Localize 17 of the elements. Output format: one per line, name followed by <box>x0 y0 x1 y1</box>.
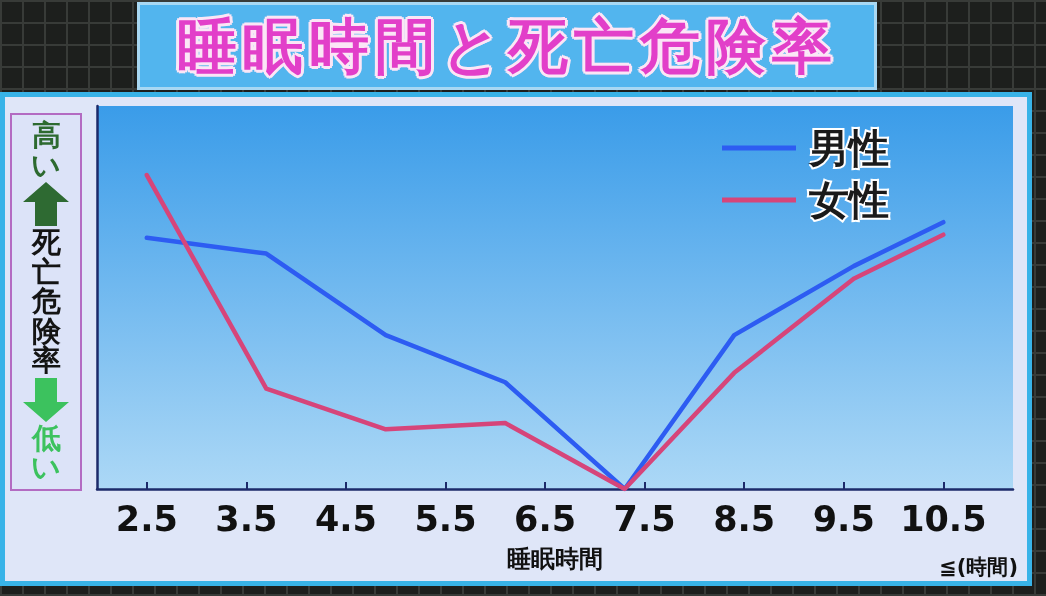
x-tick-label: 6.5 <box>514 498 577 539</box>
chart-title: 睡眠時間と死亡危険率 <box>176 11 838 81</box>
x-tick-label: 7.5 <box>613 498 676 539</box>
legend-label: 女性 <box>809 177 889 223</box>
x-tick-label: 2.5 <box>115 498 178 539</box>
x-tick-label: 10.5 <box>900 498 987 539</box>
text: 低い <box>31 420 61 485</box>
x-axis-title: 睡眠時間 <box>507 545 603 573</box>
legend-label: 男性 <box>808 125 889 171</box>
text: ≦(時間) <box>939 554 1018 581</box>
text: 高い <box>31 118 61 182</box>
x-tick-label: 5.5 <box>414 498 477 539</box>
x-tick-label: 8.5 <box>713 498 776 539</box>
x-tick-label: 3.5 <box>215 498 278 539</box>
x-tick-label: 9.5 <box>812 498 875 539</box>
y-axis-title: 死亡危険率 <box>31 225 61 378</box>
x-tick-label: 4.5 <box>314 498 377 539</box>
